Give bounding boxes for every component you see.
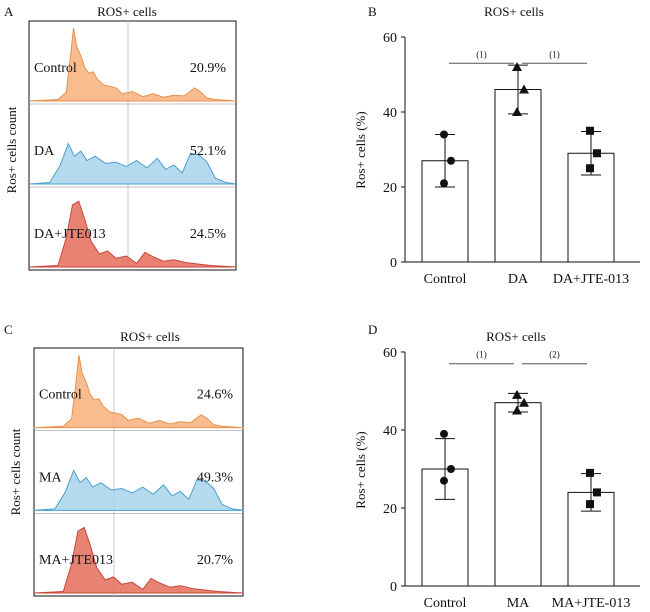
- histogram-0: [28, 27, 237, 102]
- series-label: DA: [34, 144, 55, 159]
- x-tick-label: DA: [508, 272, 529, 287]
- series-percent: 49.3%: [197, 470, 234, 485]
- data-point: [512, 389, 522, 399]
- data-point: [512, 62, 522, 71]
- chart-title: ROS+ cells: [484, 4, 544, 19]
- data-point: [586, 468, 594, 477]
- y-tick-label: 40: [383, 424, 397, 439]
- y-tick-label: 60: [383, 346, 397, 361]
- data-point: [440, 476, 448, 485]
- y-tick-label: 40: [383, 106, 397, 121]
- histogram-2: [28, 200, 237, 268]
- series-label: MA: [39, 470, 62, 485]
- y-axis-label: Ros+ cells (%): [353, 431, 368, 508]
- y-tick-label: 20: [383, 502, 397, 517]
- significance-label: (1): [549, 49, 560, 59]
- data-point: [440, 429, 448, 438]
- panel-label: B: [368, 4, 377, 19]
- data-point: [440, 179, 448, 188]
- data-point: [586, 164, 594, 173]
- series-label: DA+JTE013: [34, 227, 106, 242]
- histogram-0: [33, 354, 244, 429]
- y-axis-label: Ros+ cells (%): [353, 111, 368, 188]
- data-point: [593, 488, 601, 497]
- series-label: Control: [34, 61, 77, 76]
- bar: [494, 89, 542, 263]
- histogram-2: [33, 526, 244, 594]
- data-point: [586, 126, 594, 135]
- significance-label: (2): [549, 350, 560, 360]
- series-label: MA+JTE013: [39, 553, 113, 568]
- data-point: [586, 500, 594, 509]
- series-percent: 52.1%: [190, 144, 227, 159]
- y-tick-label: 0: [390, 580, 397, 595]
- series-percent: 20.7%: [197, 553, 234, 568]
- plot-frame: [33, 347, 244, 597]
- bar: [494, 402, 542, 587]
- x-tick-label: Control: [424, 596, 467, 611]
- y-tick-label: 60: [383, 31, 397, 46]
- data-point: [519, 397, 529, 407]
- panel-label: A: [4, 4, 14, 19]
- y-axis-label: Ros+ cells count: [8, 428, 23, 515]
- x-tick-label: DA+JTE-013: [553, 272, 629, 287]
- data-point: [512, 107, 522, 116]
- chart-title: ROS+ cells: [120, 329, 180, 344]
- histogram-1: [33, 469, 244, 511]
- x-tick-label: MA+JTE-013: [552, 596, 631, 611]
- data-point: [519, 84, 529, 94]
- histogram-1: [28, 142, 237, 185]
- x-tick-label: MA: [507, 596, 530, 611]
- y-axis-label: Ros+ cells count: [4, 106, 19, 193]
- series-label: Control: [39, 388, 82, 403]
- data-point: [447, 465, 455, 473]
- x-tick-label: Control: [424, 272, 467, 287]
- series-percent: 20.9%: [190, 61, 227, 76]
- significance-label: (1): [476, 49, 487, 59]
- chart-title: ROS+ cells: [486, 329, 546, 344]
- series-percent: 24.6%: [197, 388, 234, 403]
- series-percent: 24.5%: [190, 227, 227, 242]
- panel-label: D: [368, 322, 377, 337]
- data-point: [440, 130, 448, 139]
- data-point: [593, 149, 601, 158]
- plot-frame: [28, 20, 237, 271]
- data-point: [512, 405, 522, 415]
- y-tick-label: 0: [390, 256, 397, 271]
- data-point: [447, 156, 455, 165]
- significance-label: (1): [476, 350, 487, 360]
- chart-title: ROS+ cells: [97, 4, 157, 19]
- panel-label: C: [4, 322, 13, 337]
- y-tick-label: 20: [383, 181, 397, 196]
